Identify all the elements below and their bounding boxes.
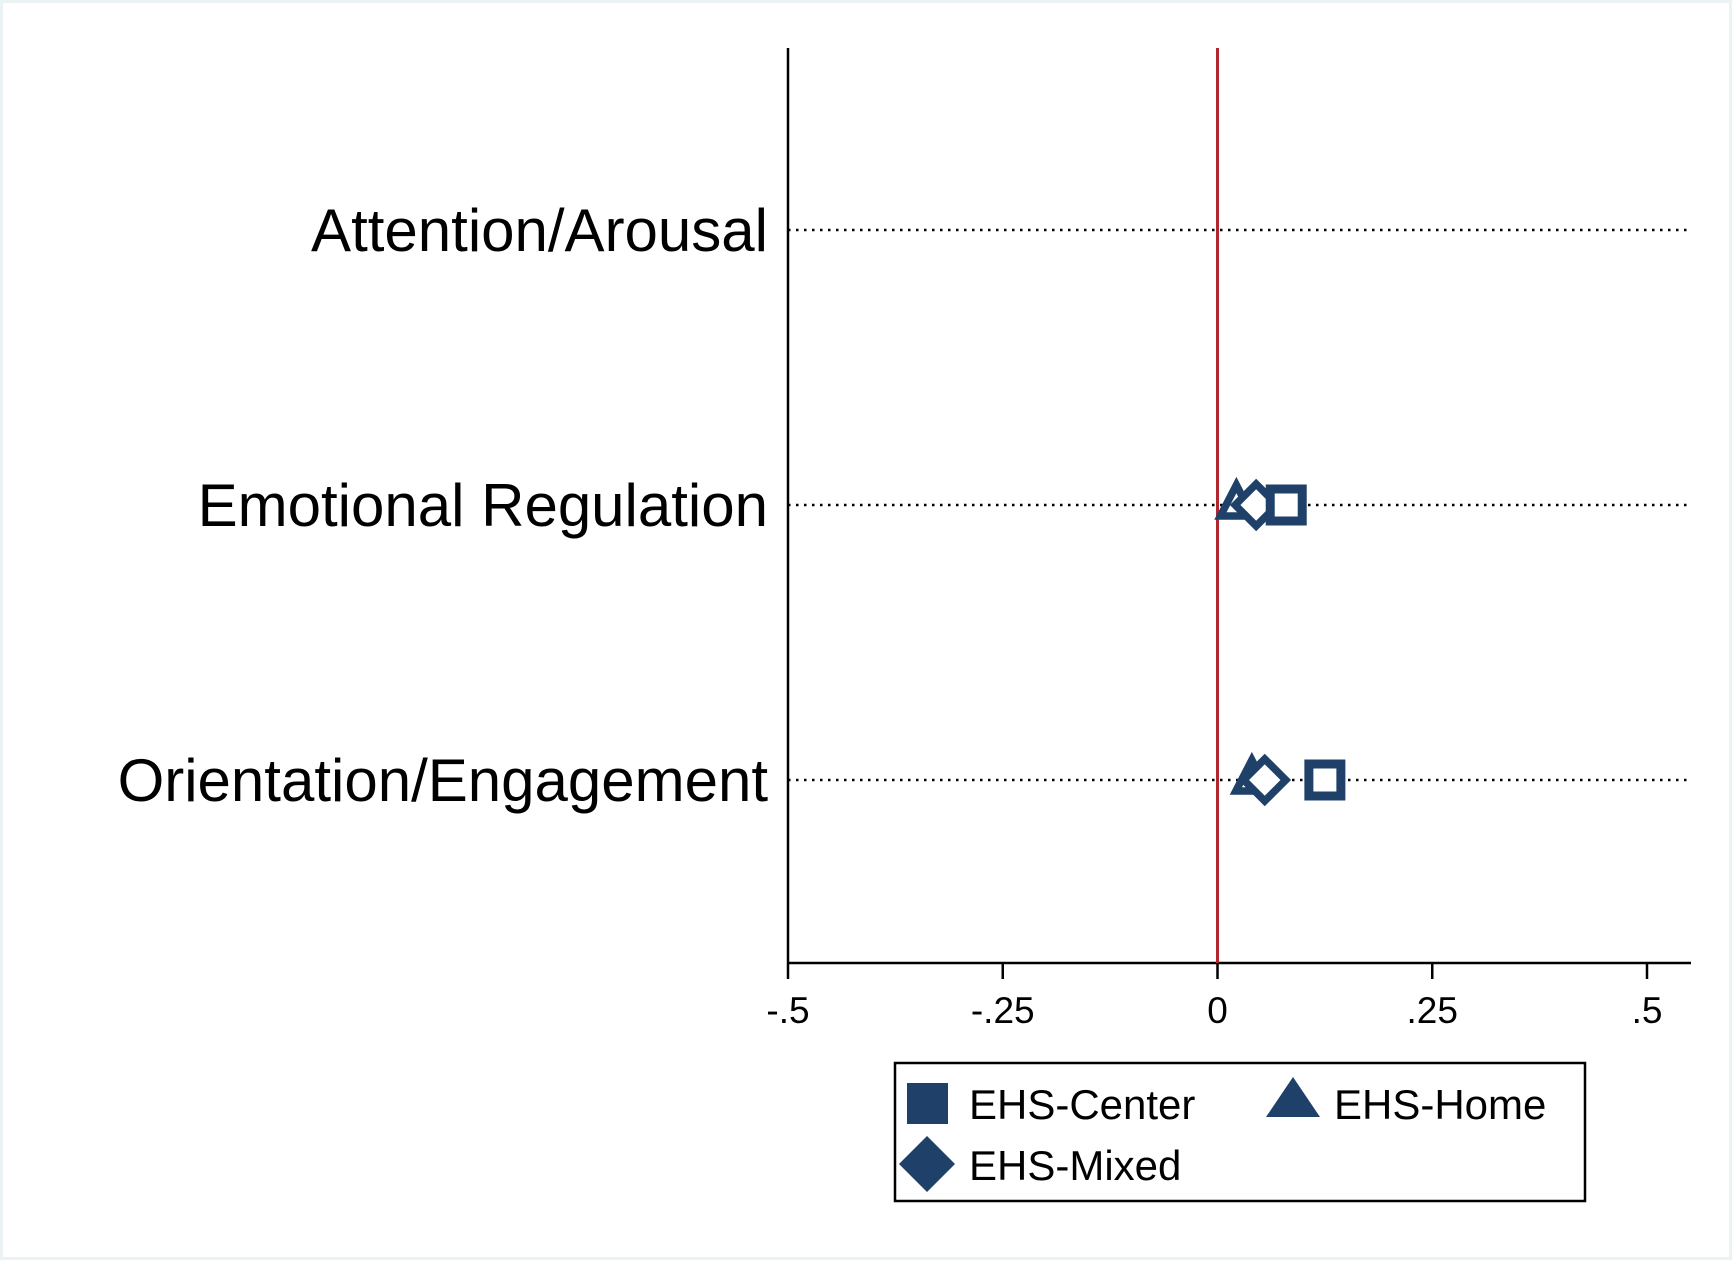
x-tick-label-0: -.5 (766, 990, 809, 1031)
category-label-1: Emotional Regulation (198, 472, 768, 539)
markers (1214, 476, 1346, 807)
marker-ehs-center-1 (1265, 484, 1307, 526)
legend-home-icon (1266, 1077, 1320, 1117)
legend-mixed-icon (899, 1136, 955, 1192)
axis-layer (786, 48, 1691, 965)
category-label-2: Orientation/Engagement (118, 747, 769, 814)
marker-ehs-center-2 (1304, 759, 1346, 801)
legend-mixed-label: EHS-Mixed (969, 1142, 1181, 1189)
legend: EHS-Center EHS-Home EHS-Mixed (893, 1061, 1587, 1203)
legend-center-icon (907, 1083, 948, 1124)
category-labels: Attention/Arousal Emotional Regulation Ori… (118, 197, 769, 814)
grid-layer (788, 228, 1691, 782)
x-tick-label-2: 0 (1207, 990, 1228, 1031)
x-ticks: -.5 -.25 0 .25 .5 (766, 963, 1662, 1031)
x-tick-label-4: .5 (1632, 990, 1663, 1031)
chart-svg: Attention/Arousal Emotional Regulation Ori… (118, 48, 1691, 1203)
legend-box (893, 1061, 1587, 1203)
x-tick-label-1: -.25 (971, 990, 1035, 1031)
legend-home-label: EHS-Home (1334, 1081, 1546, 1128)
category-label-0: Attention/Arousal (311, 197, 768, 264)
x-tick-label-3: .25 (1407, 990, 1458, 1031)
legend-center-label: EHS-Center (969, 1081, 1195, 1128)
marker-ehs-mixed-2 (1238, 753, 1292, 807)
